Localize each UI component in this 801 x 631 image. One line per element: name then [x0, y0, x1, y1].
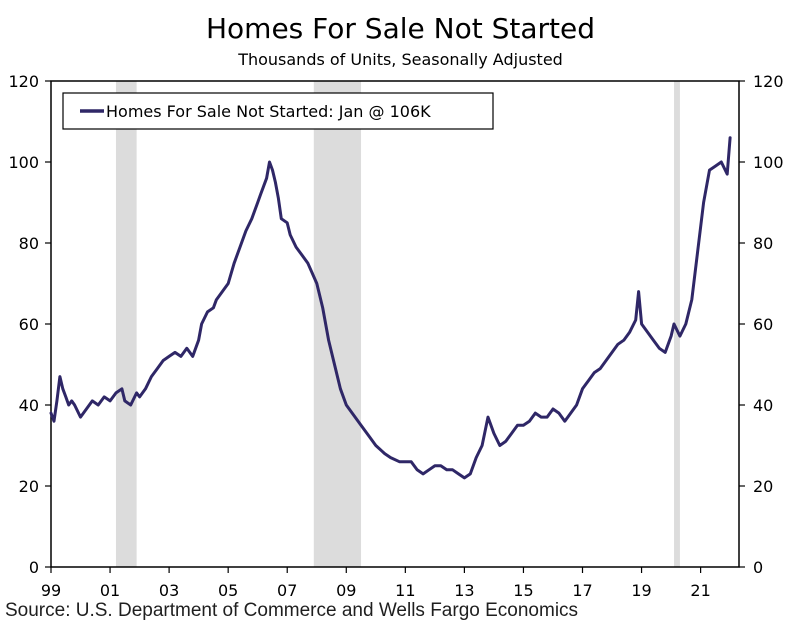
recession-bands — [115, 81, 680, 567]
recession-band — [313, 81, 362, 567]
x-tick-label: 07 — [277, 581, 297, 600]
chart-subtitle: Thousands of Units, Seasonally Adjusted — [238, 50, 563, 69]
y-tick-label-right: 60 — [753, 315, 773, 334]
recession-band — [674, 81, 680, 567]
y-tick-label-right: 120 — [753, 72, 784, 91]
x-tick-label: 15 — [513, 581, 533, 600]
x-tick-label: 05 — [218, 581, 238, 600]
y-tick-label-right: 0 — [753, 558, 763, 577]
plot-area-frame — [50, 80, 740, 568]
x-tick-label: 99 — [41, 581, 61, 600]
chart-title: Homes For Sale Not Started — [205, 12, 596, 45]
y-tick-label-left: 20 — [19, 477, 39, 496]
x-tick-label: 11 — [395, 581, 415, 600]
recession-band — [115, 81, 137, 567]
y-tick-label-right: 80 — [753, 234, 773, 253]
legend-box — [62, 92, 494, 130]
legend-label: Homes For Sale Not Started: Jan @ 106K — [106, 102, 431, 121]
y-tick-label-left: 80 — [19, 234, 39, 253]
y-tick-label-left: 0 — [29, 558, 39, 577]
y-tick-label-left: 40 — [19, 396, 39, 415]
x-tick-label: 01 — [100, 581, 120, 600]
series-layer — [49, 136, 732, 480]
y-tick-label-left: 120 — [8, 72, 39, 91]
y-tick-label-right: 40 — [753, 396, 773, 415]
x-tick-label: 13 — [454, 581, 474, 600]
source-note: Source: U.S. Department of Commerce and … — [5, 600, 579, 621]
series-line — [49, 136, 732, 480]
axis-ticks: 0 0 20 20 40 40 60 60 80 80 100 100 120 120 99 01 03 05 07… — [8, 72, 783, 600]
x-tick-label: 21 — [690, 581, 710, 600]
x-tick-label: 09 — [336, 581, 356, 600]
x-tick-label: 03 — [159, 581, 179, 600]
y-tick-label-left: 60 — [19, 315, 39, 334]
legend: Homes For Sale Not Started: Jan @ 106K — [62, 92, 494, 130]
x-tick-label: 17 — [572, 581, 592, 600]
x-tick-label: 19 — [631, 581, 651, 600]
y-tick-label-right: 100 — [753, 153, 784, 172]
y-tick-label-left: 100 — [8, 153, 39, 172]
y-tick-label-right: 20 — [753, 477, 773, 496]
